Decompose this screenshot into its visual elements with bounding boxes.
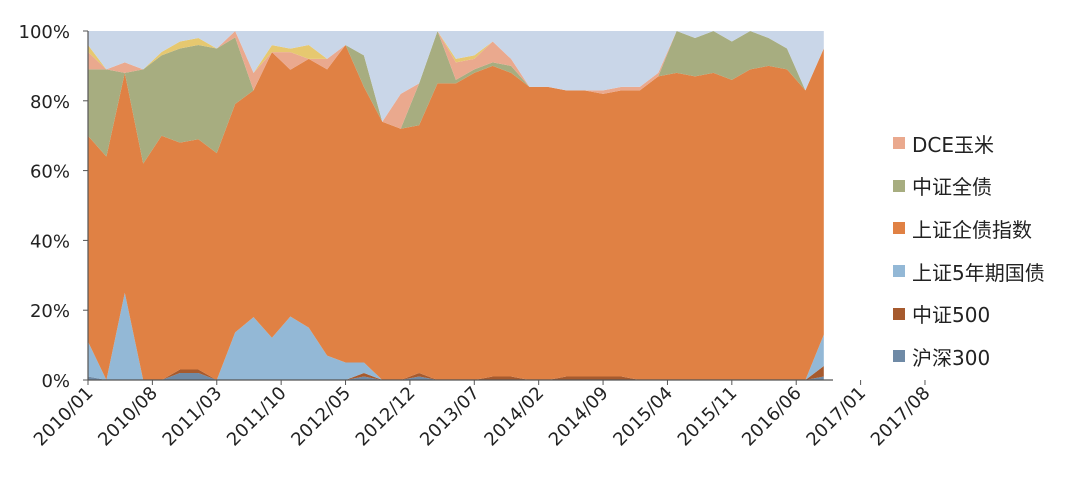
legend-item: DCE玉米: [893, 122, 1045, 165]
area-series: [88, 31, 824, 381]
x-tick-label: 2011/10: [223, 383, 291, 451]
x-tick-label: 2017/01: [802, 383, 870, 451]
legend-item: 沪深300: [893, 335, 1045, 378]
x-tick-label: 2012/05: [287, 383, 355, 451]
x-tick-label: 2015/04: [609, 383, 677, 451]
x-tick-label: 2016/06: [738, 383, 806, 451]
axes: [83, 30, 926, 385]
legend-label: 上证企债指数: [912, 217, 1032, 242]
y-tick-labels: 0% 20% 40% 60% 80% 100%: [19, 22, 70, 392]
legend-swatch: [893, 222, 905, 235]
legend-item: 上证5年期国债: [893, 250, 1045, 293]
legend-swatch: [893, 265, 905, 278]
legend-swatch: [893, 137, 905, 150]
y-tick-label: 20%: [30, 301, 70, 322]
area-series-DCE玉米: [88, 31, 824, 129]
legend-label: DCE玉米: [912, 132, 995, 157]
area-series-上证企债指数: [88, 44, 824, 381]
x-tick-label: 2010/08: [94, 383, 162, 451]
legend-swatch: [893, 350, 905, 363]
x-tick-label: 2010/01: [30, 383, 98, 451]
x-tick-label: 2014/09: [545, 383, 613, 451]
legend-item: 中证全债: [893, 165, 1045, 208]
area-series-series-7: [88, 31, 824, 122]
x-tick-label: 2013/07: [416, 383, 484, 451]
legend-label: 中证全债: [912, 175, 992, 200]
x-tick-label: 2012/12: [352, 383, 420, 451]
y-tick-label: 100%: [19, 22, 70, 43]
area-series-中证全债: [88, 31, 824, 164]
legend-label: 沪深300: [912, 345, 991, 370]
area-series-上证5年期国债: [88, 292, 824, 380]
y-tick-label: 0%: [41, 371, 70, 392]
legend-item: 中证500: [893, 292, 1045, 335]
y-tick-label: 80%: [30, 92, 70, 113]
x-tick-label: 2015/11: [674, 383, 742, 451]
x-tick-label: 2011/03: [159, 383, 227, 451]
legend-label: 中证500: [912, 303, 991, 328]
legend-item: 上证企债指数: [893, 207, 1045, 250]
x-tick-labels: 2010/012010/082011/032011/102012/052012/…: [30, 383, 935, 451]
x-tick-label: 2017/08: [867, 383, 935, 451]
y-tick-label: 40%: [30, 231, 70, 252]
legend-label: 上证5年期国债: [912, 260, 1045, 285]
x-tick-label: 2014/02: [480, 383, 548, 451]
legend: DCE玉米中证全债上证企债指数 上证5年期国债 中证500 沪深300: [893, 122, 1045, 378]
y-tick-label: 60%: [30, 162, 70, 183]
legend-swatch: [893, 179, 905, 192]
legend-swatch: [893, 307, 905, 320]
